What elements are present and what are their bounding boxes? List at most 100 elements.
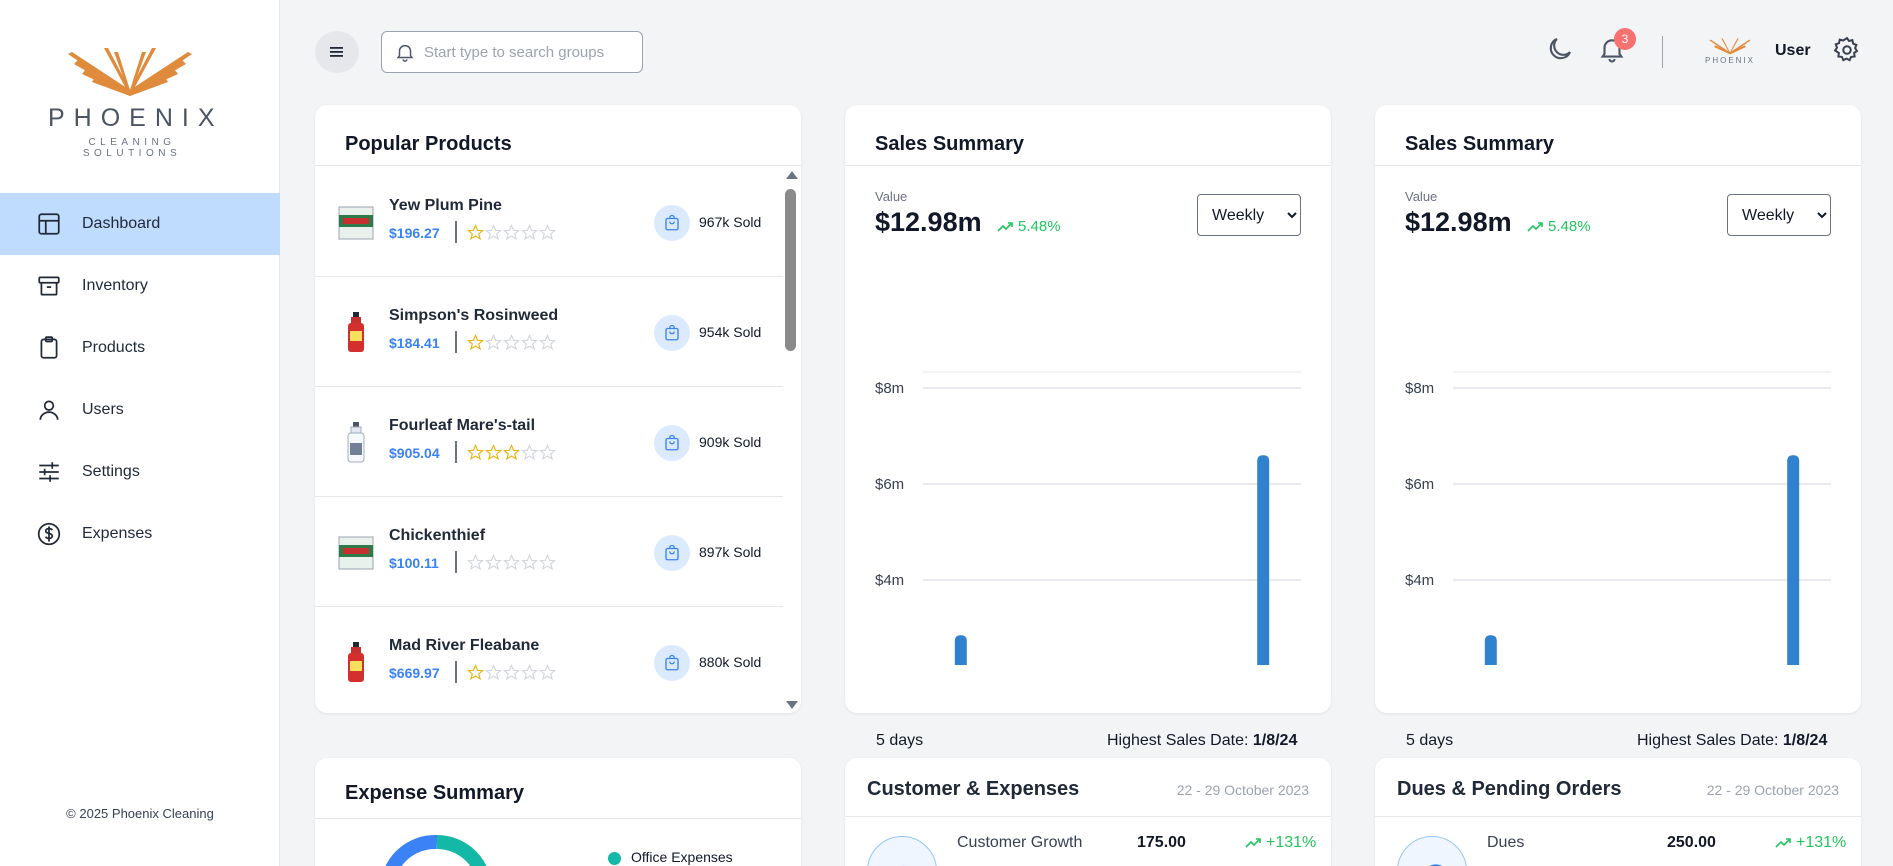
star-icon [467,554,485,571]
product-name[interactable]: Chickenthief [389,527,486,544]
period-select[interactable]: Weekly [1197,194,1301,236]
star-icon [503,554,521,571]
sidebar-item-dashboard[interactable]: Dashboard [0,193,280,255]
product-list-scrollbar[interactable] [783,167,801,713]
date-range: 22 - 29 October 2023 [1706,782,1839,798]
period-select[interactable]: Weekly [1727,194,1831,236]
sidebar-item-label: Expenses [82,525,153,542]
y-tick-label: $8m [875,380,904,397]
sidebar-item-settings[interactable]: Settings [0,441,280,503]
metric-change-value: +131% [1796,834,1847,851]
y-tick-label: $4m [875,572,904,589]
highest-sales-label: Highest Sales Date: [1637,732,1779,749]
product-price: $905.04 [389,445,440,461]
product-bottle-image [348,312,364,352]
divider [315,165,801,166]
archive-box-icon [38,276,60,296]
star-icon [539,444,557,461]
metric-value: 250.00 [1667,834,1716,851]
user-name[interactable]: User [1775,42,1811,59]
sales-value: $12.98m [1405,207,1512,237]
star-icon [521,334,539,351]
sidebar-item-expenses[interactable]: Expenses [0,503,280,565]
value-label: Value [1405,189,1438,204]
sales-summary-card-2: Sales Summary Value $12.98m 5.48% Weekly… [1375,105,1861,713]
avatar-logo-icon [1709,38,1751,55]
product-name[interactable]: Simpson's Rosinweed [389,307,559,324]
product-name[interactable]: Fourleaf Mare's-tail [389,417,536,434]
sidebar-item-label: Inventory [82,277,148,294]
metric-change-value: +131% [1266,834,1317,851]
product-name[interactable]: Mad River Fleabane [389,637,540,654]
star-icon [503,444,521,461]
sidebar-item-label: Settings [82,463,140,480]
customer-expenses-card: Customer & Expenses 22 - 29 October 2023… [845,758,1331,866]
chart-bar [1484,635,1497,665]
highest-sales-date: 1/8/24 [1782,732,1828,749]
star-icon [539,224,557,241]
sales-change: 5.48% [997,218,1061,235]
dashboard-icon [38,213,60,235]
sidebar-nav: Dashboard Inventory Products Users Setti… [0,193,280,565]
shopping-bag-icon [665,324,679,341]
divider [845,165,1331,166]
star-icon [503,334,521,351]
product-bottle-image [347,422,365,463]
shopping-bag-icon-wrap [654,205,690,241]
sidebar-item-products[interactable]: Products [0,317,280,379]
sidebar-item-users[interactable]: Users [0,379,280,441]
trend-up-icon [1527,221,1543,232]
star-icon [485,664,503,681]
product-rating [467,554,557,571]
bell-icon [396,44,414,62]
sales-bar-chart: $0m$2m$4m$6m$8m3/122/172/41/231/8 [1405,371,1831,665]
moon-icon[interactable] [1545,34,1575,64]
product-rating [467,334,557,351]
trend-up-icon [1245,838,1261,848]
price-separator [455,221,458,243]
shopping-bag-icon-wrap [654,425,690,461]
divider [1375,165,1861,166]
sales-change-value: 5.48% [1548,218,1591,235]
shopping-bag-icon [665,214,679,231]
dues-pending-card: Dues & Pending Orders 22 - 29 October 20… [1375,758,1861,866]
popular-products-card: Popular Products Yew Plum Pine $196.27 9… [315,105,801,713]
sales-value: $12.98m [875,207,982,237]
sidebar-item-label: Products [82,339,146,356]
price-separator [455,661,458,683]
value-label: Value [875,189,908,204]
product-name[interactable]: Yew Plum Pine [389,197,502,214]
sidebar-item-inventory[interactable]: Inventory [0,255,280,317]
copyright: © 2025 Phoenix Cleaning [66,806,214,821]
product-box-image [338,206,374,240]
product-row[interactable]: Mad River Fleabane $669.97 880k Sold [315,607,783,713]
shopping-bag-icon [665,434,679,451]
scrollbar-thumb[interactable] [785,189,796,351]
product-row[interactable]: Chickenthief $100.11 897k Sold [315,497,783,607]
sidebar: PHOENIX CLEANING SOLUTIONS Dashboard Inv… [0,0,280,866]
product-row[interactable]: Yew Plum Pine $196.27 967k Sold [315,167,783,277]
star-icon [467,334,485,351]
avatar[interactable]: PHOENIX [1698,28,1762,74]
highest-sales-date: 1/8/24 [1252,732,1298,749]
y-tick-label: $6m [1405,476,1434,493]
menu-toggle-button[interactable] [315,31,359,73]
metric-icon-circle [1397,836,1467,866]
product-row[interactable]: Fourleaf Mare's-tail $905.04 909k Sold [315,387,783,497]
dollar-circle-icon [37,522,61,546]
sales-change: 5.48% [1527,218,1591,235]
gear-icon[interactable] [1832,35,1862,65]
trend-up-icon [1775,838,1791,848]
shopping-bag-icon-wrap [654,315,690,351]
product-price: $184.41 [389,335,440,351]
product-row[interactable]: Simpson's Rosinweed $184.41 954k Sold [315,277,783,387]
search-input[interactable] [424,43,614,61]
legend-dot [608,852,621,865]
search-box[interactable] [381,31,643,73]
phoenix-wings-icon [68,48,192,96]
shopping-bag-icon-wrap [654,645,690,681]
product-rating [467,664,557,681]
phoenix-logo[interactable]: PHOENIX CLEANING SOLUTIONS [40,44,220,159]
product-price: $669.97 [389,665,440,681]
donut-segment [436,835,487,866]
